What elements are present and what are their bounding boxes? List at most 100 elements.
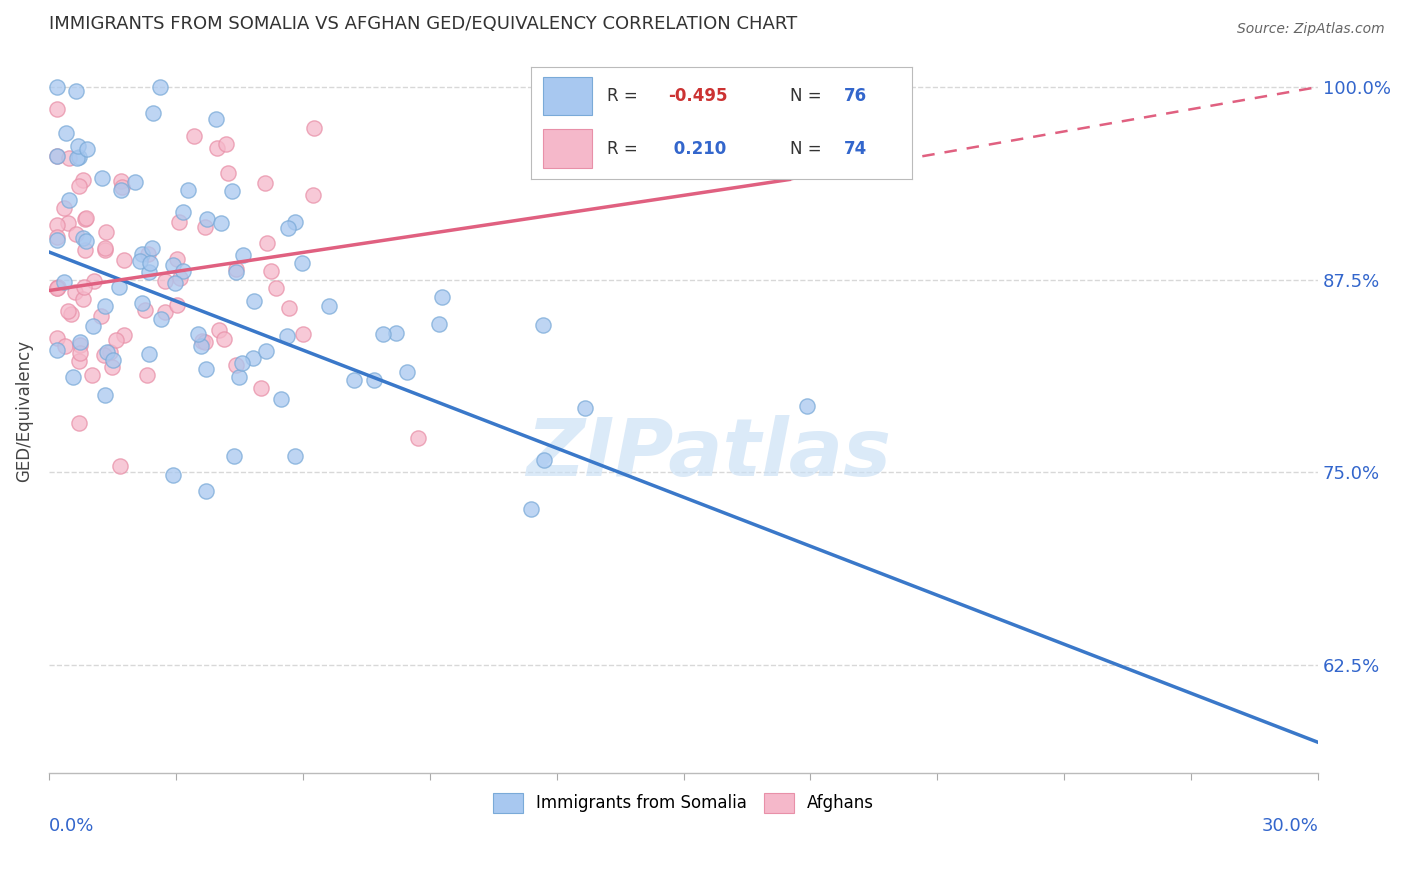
Point <box>67 354 90 368</box>
Point <box>277 301 299 315</box>
Point <box>101 352 124 367</box>
Point <box>270 392 292 407</box>
Point <box>396 365 419 379</box>
Point <box>131 295 153 310</box>
Point <box>208 323 231 337</box>
Point <box>277 220 299 235</box>
Point <box>56 303 79 318</box>
Point <box>194 361 217 376</box>
Point <box>75 234 97 248</box>
Point <box>214 137 236 152</box>
Point <box>796 399 818 413</box>
Point <box>254 344 277 359</box>
Point <box>94 298 117 312</box>
Point <box>101 360 124 375</box>
Point <box>209 216 232 230</box>
Point <box>162 468 184 483</box>
Point <box>166 252 188 267</box>
Point <box>284 449 307 463</box>
Point <box>318 298 340 312</box>
Point <box>430 290 453 304</box>
Point <box>266 281 288 295</box>
Point <box>139 256 162 270</box>
Point <box>231 356 253 370</box>
Point <box>110 174 132 188</box>
Point <box>153 274 176 288</box>
Point <box>141 241 163 255</box>
Point <box>110 183 132 197</box>
Point <box>69 338 91 352</box>
Point <box>65 84 87 98</box>
Point <box>59 307 82 321</box>
Point <box>166 298 188 312</box>
Point <box>73 243 96 257</box>
Point <box>673 80 696 95</box>
Point <box>112 328 135 343</box>
Point <box>187 326 209 341</box>
Point <box>162 258 184 272</box>
Point <box>65 227 87 241</box>
Point <box>149 80 172 95</box>
Point <box>225 261 247 276</box>
Point <box>46 279 69 293</box>
Point <box>67 150 90 164</box>
Point <box>225 265 247 279</box>
Point <box>111 180 134 194</box>
Point <box>195 212 218 227</box>
Point <box>531 318 554 333</box>
Point <box>52 275 75 289</box>
Point <box>93 348 115 362</box>
Point <box>46 219 69 233</box>
Point <box>72 231 94 245</box>
Point <box>574 401 596 415</box>
Text: Source: ZipAtlas.com: Source: ZipAtlas.com <box>1237 22 1385 37</box>
Point <box>46 331 69 345</box>
Point <box>134 302 156 317</box>
Legend: Immigrants from Somalia, Afghans: Immigrants from Somalia, Afghans <box>486 787 880 819</box>
Point <box>90 171 112 186</box>
Point <box>167 214 190 228</box>
Point <box>302 188 325 202</box>
Text: ZIPatlas: ZIPatlas <box>526 416 891 493</box>
Text: IMMIGRANTS FROM SOMALIA VS AFGHAN GED/EQUIVALENCY CORRELATION CHART: IMMIGRANTS FROM SOMALIA VS AFGHAN GED/EQ… <box>49 15 797 33</box>
Point <box>53 201 76 215</box>
Point <box>76 142 98 156</box>
Point <box>46 102 69 116</box>
Point <box>138 264 160 278</box>
Point <box>342 374 364 388</box>
Point <box>62 369 84 384</box>
Point <box>138 246 160 260</box>
Point <box>172 263 194 277</box>
Point <box>66 151 89 165</box>
Point <box>150 312 173 326</box>
Point <box>108 280 131 294</box>
Point <box>90 310 112 324</box>
Point <box>228 370 250 384</box>
Point <box>82 368 104 382</box>
Point <box>153 305 176 319</box>
Point <box>172 205 194 219</box>
Point <box>138 347 160 361</box>
Point <box>136 368 159 382</box>
Point <box>533 452 555 467</box>
Point <box>427 317 450 331</box>
Point <box>53 339 76 353</box>
Point <box>73 212 96 227</box>
Point <box>66 139 89 153</box>
Point <box>131 247 153 261</box>
Point <box>242 293 264 308</box>
Point <box>221 184 243 198</box>
Point <box>224 449 246 463</box>
Point <box>69 346 91 360</box>
Text: 30.0%: 30.0% <box>1261 817 1319 835</box>
Point <box>56 216 79 230</box>
Point <box>165 276 187 290</box>
Text: 0.0%: 0.0% <box>49 817 94 835</box>
Point <box>58 151 80 165</box>
Point <box>205 112 228 126</box>
Point <box>46 80 69 95</box>
Point <box>112 252 135 267</box>
Point <box>217 166 239 180</box>
Point <box>169 270 191 285</box>
Point <box>98 345 121 359</box>
